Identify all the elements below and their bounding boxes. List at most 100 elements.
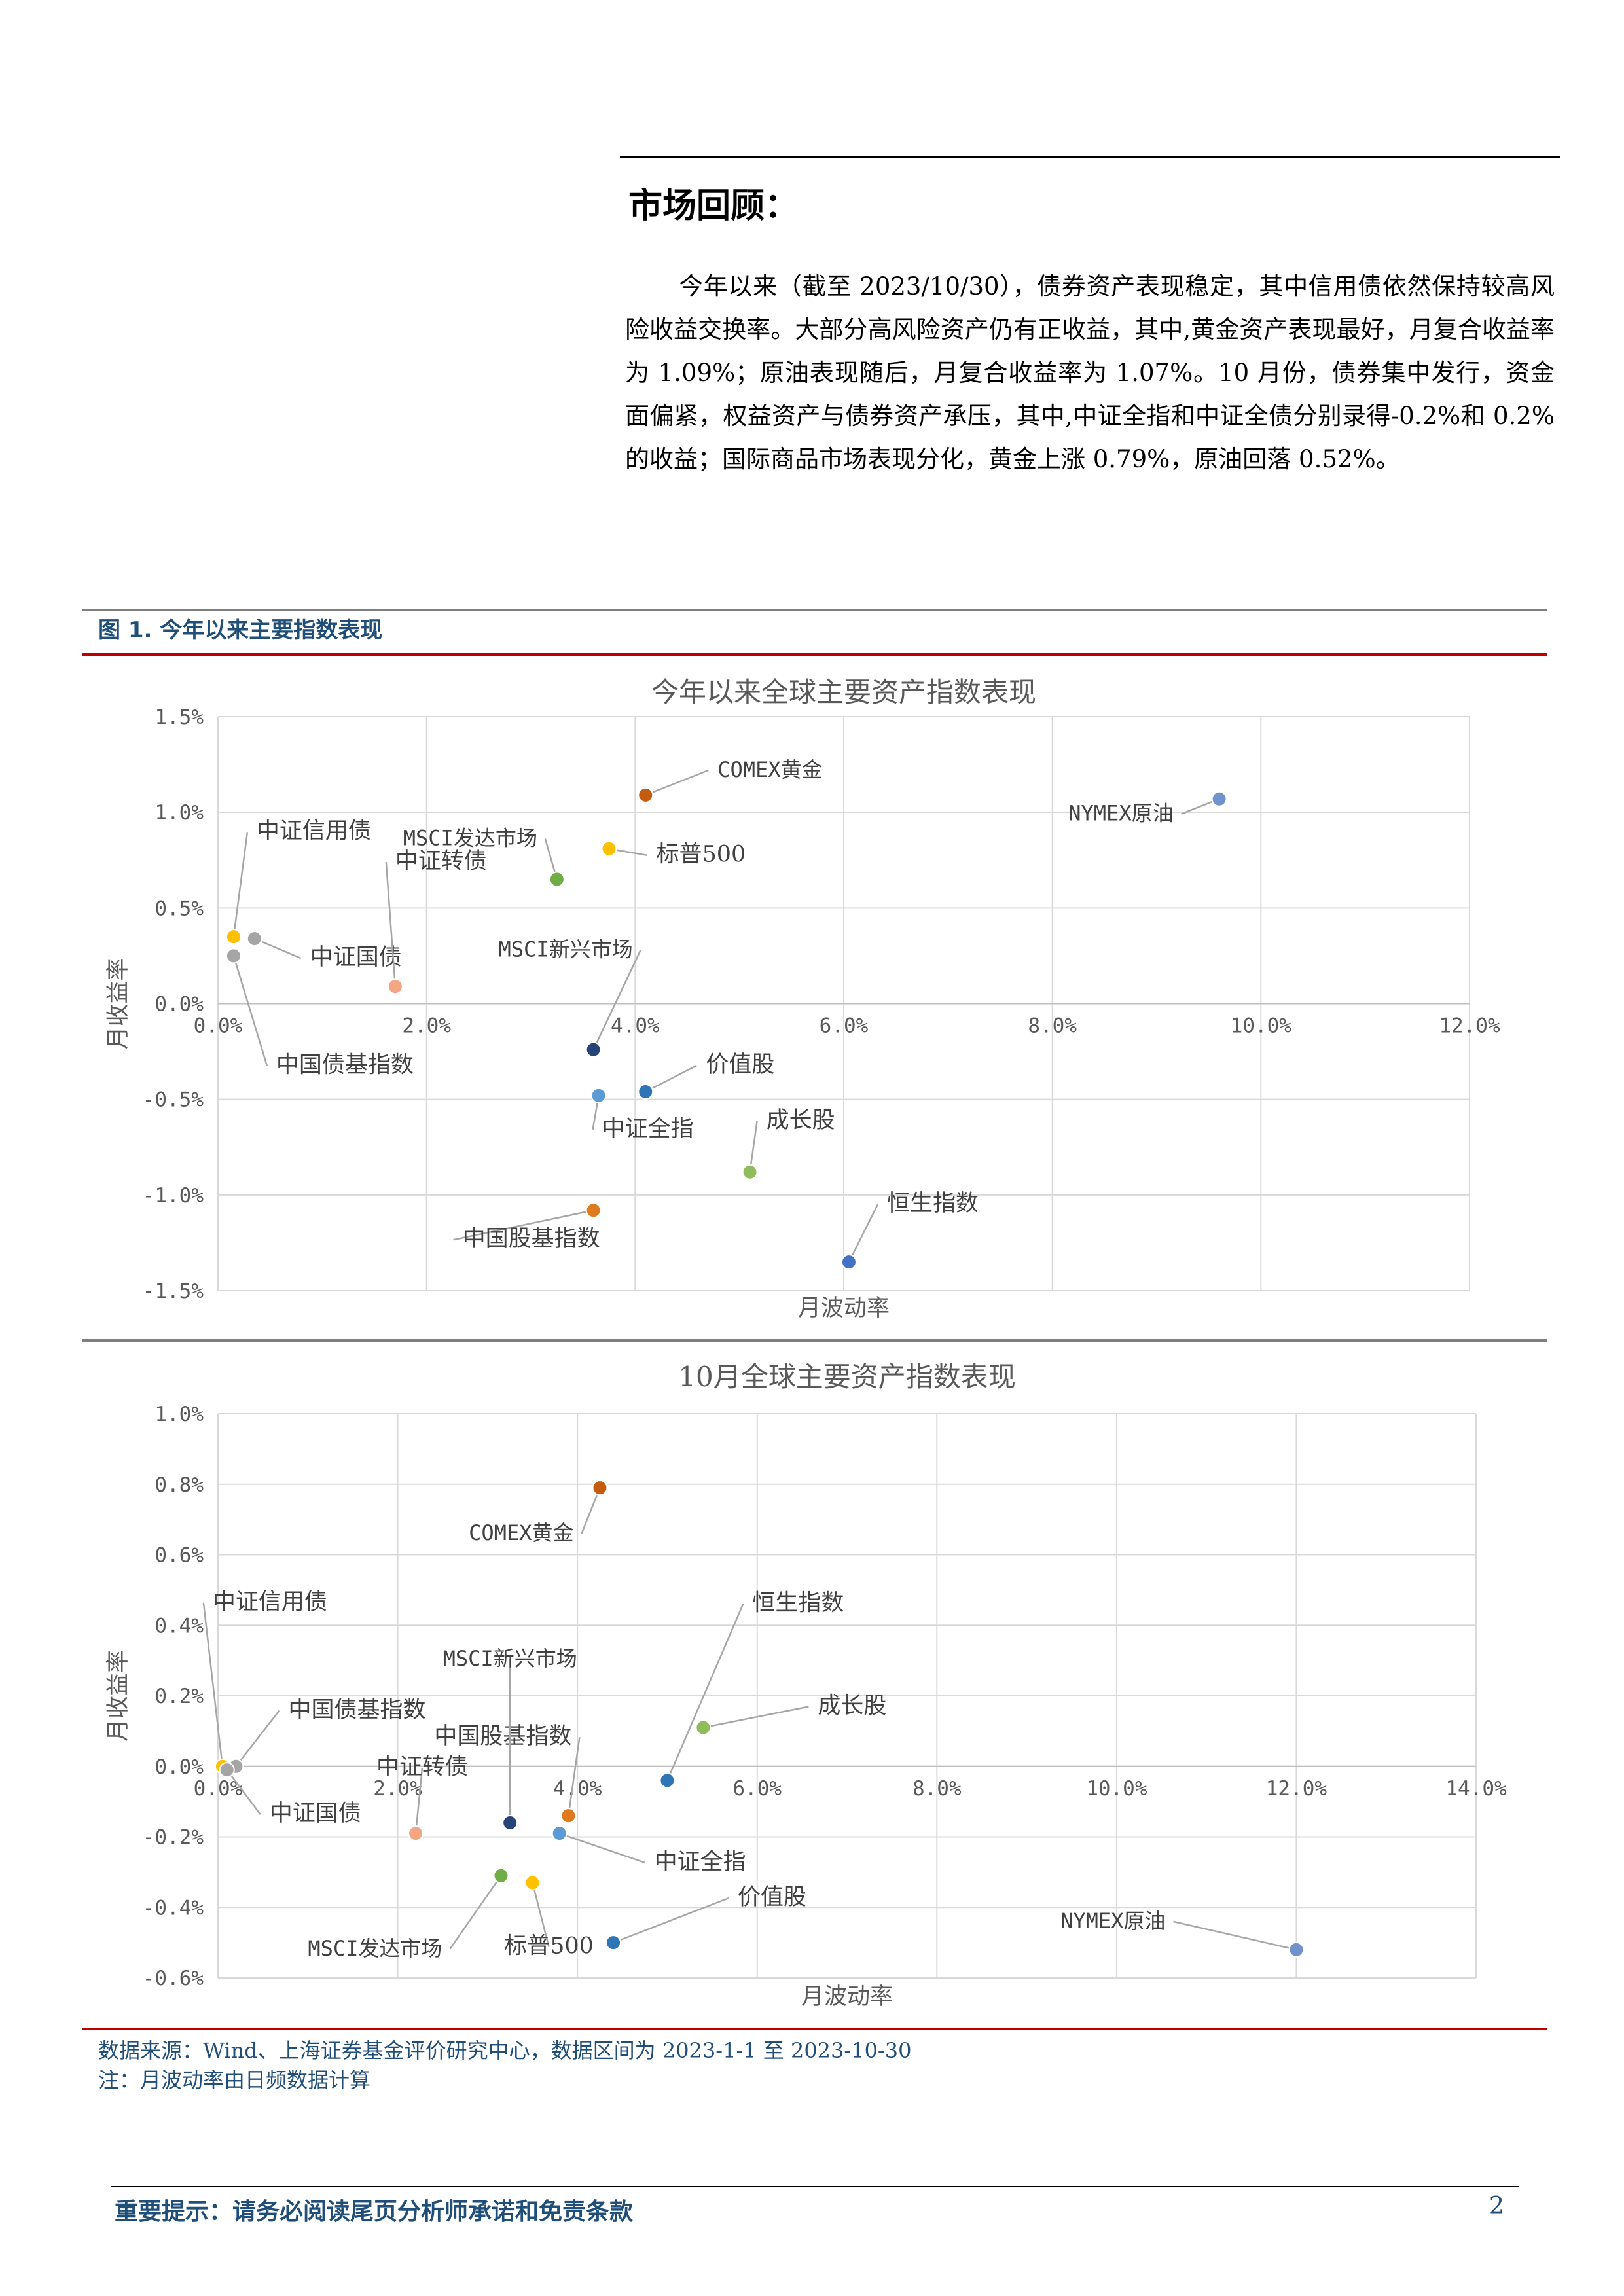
leader-line xyxy=(1173,1920,1297,1951)
ytd-scatter-chart: 今年以来全球主要资产指数表现 -1.5% -1.0% -0.5% 0.0% 0.5% 1.0… xyxy=(105,676,1500,1321)
point-label: 标普500 xyxy=(504,1933,594,1960)
point-label: 中国股基指数 xyxy=(434,1723,571,1749)
point-label: COMEX黄金 xyxy=(717,757,822,782)
point-label: 成长股 xyxy=(767,1107,835,1134)
point-label: MSCI新兴市场 xyxy=(443,1646,577,1671)
leader-line xyxy=(848,1204,879,1263)
volatility-note: 注：月波动率由日频数据计算 xyxy=(98,2068,371,2092)
y-tick-label: 0.8% xyxy=(154,1473,204,1497)
y-tick-label: -1.0% xyxy=(143,1184,204,1208)
scatter-point xyxy=(605,1935,622,1951)
leader-line xyxy=(645,1064,697,1093)
point-label: 恒生指数 xyxy=(752,1590,844,1616)
point-label: 中证国债 xyxy=(310,944,402,971)
point-label: 中证信用债 xyxy=(257,818,371,844)
leader-line xyxy=(449,1875,502,1950)
scatter-point xyxy=(1211,791,1227,807)
x-tick-label: 10.0% xyxy=(1086,1777,1147,1801)
scatter-point xyxy=(590,1087,607,1103)
point-label: MSCI发达市场 xyxy=(308,1936,442,1961)
scatter-point xyxy=(585,1202,602,1219)
point-label: 中证全指 xyxy=(655,1849,746,1875)
point-label: NYMEX原油 xyxy=(1068,801,1173,826)
y-axis-title: 月收益率 xyxy=(105,1650,132,1742)
leader-line xyxy=(235,1710,280,1767)
scatter-point xyxy=(601,840,617,857)
y-tick-label: 1.0% xyxy=(154,801,204,825)
top-divider xyxy=(620,156,1560,158)
x-tick-label: 4.0% xyxy=(553,1777,602,1801)
leader-line xyxy=(202,1602,224,1767)
y-tick-label: 0.0% xyxy=(154,1755,204,1779)
point-label: MSCI发达市场 xyxy=(403,825,537,850)
x-tick-label: 8.0% xyxy=(912,1777,962,1801)
scatter-point xyxy=(387,978,403,995)
point-label: 中证信用债 xyxy=(213,1589,327,1615)
leader-line xyxy=(645,769,709,797)
x-tick-label: 12.0% xyxy=(1266,1777,1327,1801)
point-label: MSCI新兴市场 xyxy=(499,937,633,962)
scatter-point xyxy=(560,1808,577,1824)
figure-title: 图 1. 今年以来主要指数表现 xyxy=(98,617,383,643)
y-tick-label: 1.0% xyxy=(154,1403,204,1426)
october-scatter-chart: 10月全球主要资产指数表现 -0.6% -0.4% -0.2% 0.0% 0.2% 0.4%… xyxy=(105,1361,1507,2010)
scatter-point xyxy=(585,1041,602,1058)
leader-line xyxy=(559,1832,646,1864)
leader-line xyxy=(453,1209,594,1241)
x-tick-label: 2.0% xyxy=(402,1014,451,1038)
figure-top-rule xyxy=(82,609,1547,611)
scatter-point xyxy=(638,1083,654,1100)
x-tick-label: 14.0% xyxy=(1445,1777,1507,1801)
scatter-point xyxy=(493,1867,509,1884)
point-label: 中国股基指数 xyxy=(463,1226,600,1252)
scatter-point xyxy=(551,1825,568,1842)
point-label: 中证国债 xyxy=(270,1801,361,1827)
scatter-point xyxy=(549,871,565,888)
scatter-point xyxy=(592,1480,608,1496)
leader-line xyxy=(254,937,302,960)
point-label: 价值股 xyxy=(738,1884,806,1910)
x-tick-label: 6.0% xyxy=(732,1777,782,1801)
leader-line xyxy=(592,950,641,1050)
scatter-point xyxy=(225,929,242,945)
x-tick-label: 2.0% xyxy=(373,1777,422,1801)
leader-line xyxy=(581,1487,601,1534)
point-label: COMEX黄金 xyxy=(469,1520,573,1545)
scatter-point xyxy=(742,1164,758,1180)
scatter-point xyxy=(524,1874,541,1891)
chart-divider xyxy=(82,1339,1547,1342)
x-axis-title: 月波动率 xyxy=(801,1984,893,2010)
scatter-point xyxy=(225,948,242,964)
scatter-point xyxy=(840,1254,857,1270)
x-axis-title: 月波动率 xyxy=(798,1295,890,1321)
point-label: 中证全指 xyxy=(602,1116,694,1142)
section-title: 市场回顾： xyxy=(628,186,799,226)
point-label: 中国债基指数 xyxy=(276,1052,414,1078)
leader-line xyxy=(232,832,249,937)
y-tick-label: -0.2% xyxy=(143,1826,204,1850)
leader-line xyxy=(666,1603,744,1781)
scatter-point xyxy=(659,1772,676,1789)
y-tick-label: 0.4% xyxy=(154,1614,204,1638)
scatter-point xyxy=(219,1762,235,1778)
footer-notice: 重要提示：请务必阅读尾页分析师承诺和免责条款 xyxy=(115,2198,634,2225)
y-tick-label: -0.4% xyxy=(143,1896,204,1920)
leader-line xyxy=(613,1897,729,1944)
y-tick-label: 1.5% xyxy=(154,706,204,729)
y-tick-label: -1.5% xyxy=(143,1280,204,1303)
y-axis-title: 月收益率 xyxy=(105,958,132,1049)
y-tick-label: -0.6% xyxy=(143,1967,204,1990)
scatter-point xyxy=(1288,1941,1305,1958)
scatter-point xyxy=(695,1719,712,1736)
y-tick-label: 0.2% xyxy=(154,1685,204,1708)
chart-title: 今年以来全球主要资产指数表现 xyxy=(651,676,1036,708)
leader-line xyxy=(532,1882,550,1947)
point-label: NYMEX原油 xyxy=(1060,1909,1165,1933)
y-tick-label: 0.6% xyxy=(154,1544,204,1568)
y-tick-label: -0.5% xyxy=(143,1088,204,1112)
leader-line xyxy=(385,862,397,987)
scatter-point xyxy=(246,931,262,947)
x-tick-label: 0.0% xyxy=(194,1014,243,1038)
source-rule xyxy=(82,2028,1547,2030)
x-tick-label: 12.0% xyxy=(1439,1014,1500,1038)
